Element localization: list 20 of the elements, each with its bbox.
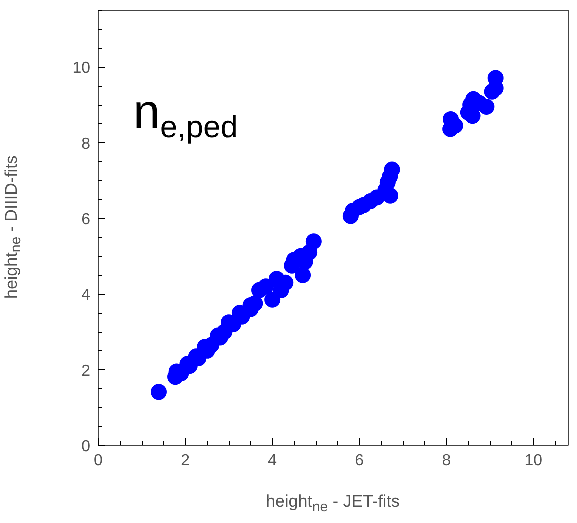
y-tick-label: 4 [82, 287, 91, 304]
x-tick-label: 2 [181, 452, 190, 470]
point [478, 98, 495, 115]
point [150, 384, 167, 400]
x-tick-label: 8 [442, 452, 452, 470]
x-tick-label: 10 [524, 452, 543, 470]
y-tick-label: 0 [82, 438, 91, 456]
point [306, 234, 322, 250]
x-tick-label: 4 [268, 452, 278, 470]
y-tick-label: 10 [72, 60, 91, 78]
point [258, 278, 274, 295]
point [382, 188, 399, 204]
point [264, 292, 281, 308]
x-tick-label: 6 [355, 452, 364, 470]
y-tick-label: 8 [82, 136, 91, 153]
y-tick-label: 6 [82, 212, 91, 229]
point [295, 267, 312, 284]
x-tick-label: 0 [94, 452, 104, 470]
x-axis-title: height$_{ne}$ - JET-fits [266, 491, 400, 518]
y-tick-label: 2 [82, 362, 91, 380]
